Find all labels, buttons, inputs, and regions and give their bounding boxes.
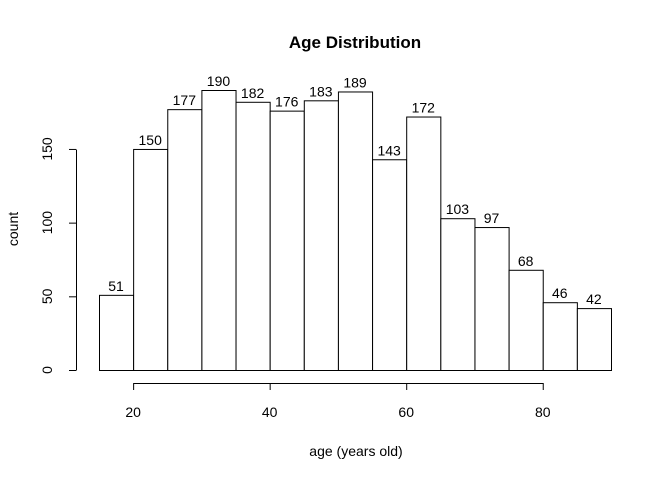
histogram-bar <box>337 91 374 371</box>
histogram-bar <box>474 227 510 371</box>
x-axis: 20 40 60 80 <box>125 383 551 420</box>
bar-value-label: 172 <box>412 100 436 116</box>
histogram-bar <box>99 294 135 371</box>
bar-value-label: 190 <box>207 73 231 89</box>
histogram-bar <box>542 302 578 372</box>
x-axis-title: age (years old) <box>309 443 402 459</box>
y-axis: 0 50 100 150 <box>39 137 77 374</box>
bar-value-label: 143 <box>377 142 401 158</box>
y-axis-title: count <box>5 212 21 246</box>
bar-value-label: 176 <box>275 94 299 110</box>
histogram-bar <box>201 90 237 371</box>
x-tick-label: 20 <box>125 404 141 420</box>
chart-title: Age Distribution <box>289 33 421 52</box>
bar-value-label: 189 <box>343 74 367 90</box>
x-tick-label: 80 <box>535 404 551 420</box>
data-labels-group: 51 150 177 190 182 176 183 189 143 172 103 97 68 46 42 <box>108 73 602 307</box>
y-tick-label: 0 <box>39 366 55 374</box>
histogram-bar <box>440 218 476 371</box>
bar-value-label: 42 <box>586 291 602 307</box>
y-tick-label: 50 <box>39 288 55 304</box>
y-tick-label: 150 <box>39 137 55 161</box>
histogram-bar <box>508 269 544 371</box>
bar-value-label: 177 <box>173 92 197 108</box>
bar-value-label: 150 <box>139 132 163 148</box>
histogram-bar <box>167 109 203 371</box>
bar-value-label: 103 <box>446 201 470 217</box>
x-tick-label: 40 <box>262 404 278 420</box>
histogram-bar <box>576 308 612 371</box>
bar-value-label: 183 <box>309 83 333 99</box>
histogram-bar <box>133 148 169 371</box>
bar-value-label: 182 <box>241 85 265 101</box>
bars-group <box>99 90 612 372</box>
histogram-bar <box>269 110 305 371</box>
x-tick-label: 60 <box>398 404 414 420</box>
histogram-bar <box>235 101 271 372</box>
bar-value-label: 46 <box>552 285 568 301</box>
bar-value-label: 97 <box>484 210 500 226</box>
bar-value-label: 51 <box>108 278 124 294</box>
bar-value-label: 68 <box>518 253 534 269</box>
y-tick-label: 100 <box>39 211 55 235</box>
histogram-bar <box>303 100 339 371</box>
histogram-bar <box>406 116 442 371</box>
histogram-bar <box>372 159 408 371</box>
